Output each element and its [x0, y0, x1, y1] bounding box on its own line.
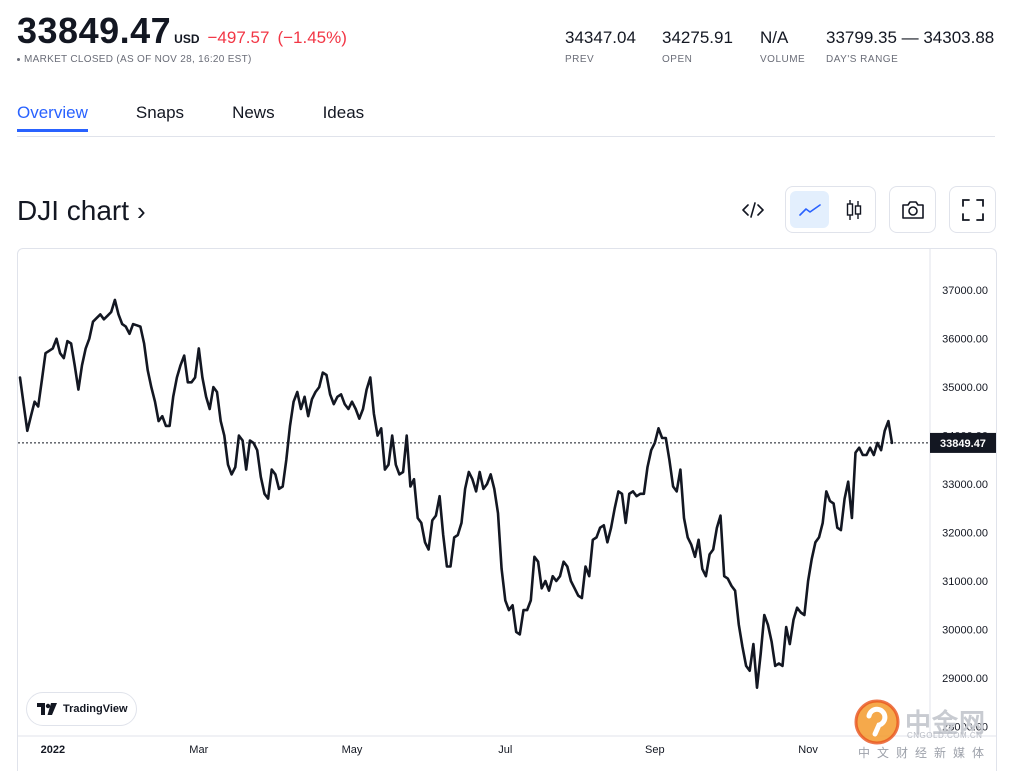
y-tick-label: 28000.00: [942, 721, 988, 733]
stat-open: 34275.91 OPEN: [662, 28, 733, 65]
tab-overview[interactable]: Overview: [17, 103, 88, 132]
quote-header: 33849.47 USD −497.57 (−1.45%) MARKET CLO…: [17, 10, 347, 65]
chart-title-link[interactable]: DJI chart ›: [17, 195, 146, 227]
price-change: −497.57: [207, 28, 270, 47]
y-tick-label: 37000.00: [942, 285, 988, 297]
price-chart[interactable]: 37000.0036000.0035000.0034000.0033000.00…: [18, 249, 997, 771]
price-change-percent: (−1.45%): [277, 28, 347, 47]
camera-icon: [901, 200, 924, 219]
tradingview-logo-icon: [37, 703, 57, 715]
fullscreen-icon: [961, 198, 984, 221]
x-tick-label: Jul: [498, 744, 512, 756]
tab-divider: [17, 136, 995, 137]
watermark-cn: 中金网: [905, 708, 987, 738]
stat-open-value: 34275.91: [662, 28, 733, 47]
y-tick-label: 36000.00: [942, 334, 988, 346]
stat-volume-label: VOLUME: [760, 54, 806, 65]
cngold-logo-icon: [854, 699, 900, 745]
stat-days-range-label: DAY'S RANGE: [826, 54, 899, 65]
y-tick-label: 35000.00: [942, 382, 988, 394]
market-status-text: MARKET CLOSED (AS OF NOV 28, 16:20 EST): [24, 54, 252, 65]
embed-code-button[interactable]: [733, 186, 773, 233]
x-tick-label: Sep: [645, 744, 665, 756]
stat-days-range-value: 33799.35 — 34303.88: [826, 28, 995, 47]
stat-volume-value: N/A: [760, 28, 789, 47]
stat-days-range: 33799.35 — 34303.88 DAY'S RANGE: [826, 28, 994, 65]
last-price-tag-label: 33849.47: [940, 438, 986, 450]
y-tick-label: 31000.00: [942, 576, 988, 588]
chart-style-toggle: [785, 186, 876, 233]
x-tick-label: May: [342, 744, 363, 756]
tradingview-label: TradingView: [63, 703, 128, 715]
last-price: 33849.47: [17, 10, 172, 51]
x-tick-label: Nov: [798, 744, 818, 756]
y-tick-label: 32000.00: [942, 528, 988, 540]
y-tick-label: 29000.00: [942, 673, 988, 685]
tab-bar: Overview Snaps News Ideas: [17, 103, 412, 132]
x-tick-label: 2022: [41, 744, 65, 756]
line-chart-icon: [798, 203, 821, 216]
chevron-right-icon: ›: [137, 196, 146, 226]
stat-open-label: OPEN: [662, 54, 693, 65]
chart-title: DJI chart: [17, 195, 130, 226]
y-tick-label: 30000.00: [942, 625, 988, 637]
tradingview-badge[interactable]: TradingView: [26, 692, 137, 726]
stat-prev: 34347.04 PREV: [565, 28, 636, 65]
y-tick-label: 33000.00: [942, 479, 988, 491]
currency-code: USD: [174, 32, 200, 46]
stat-prev-label: PREV: [565, 54, 595, 65]
series-line: [18, 298, 894, 689]
stat-prev-value: 34347.04: [565, 28, 636, 47]
status-dot-icon: [17, 57, 20, 61]
tab-snaps[interactable]: Snaps: [135, 103, 185, 122]
stat-volume: N/A VOLUME: [760, 28, 805, 65]
tab-news[interactable]: News: [232, 103, 275, 122]
line-style-button[interactable]: [790, 191, 829, 228]
last-price-tag: [930, 432, 996, 453]
embed-code-icon: [742, 201, 764, 218]
fullscreen-button[interactable]: [949, 186, 996, 233]
x-tick-label: Mar: [189, 744, 208, 756]
candlestick-icon: [846, 199, 861, 220]
watermark-sub: 中文财经新媒体: [858, 746, 992, 760]
snapshot-button[interactable]: [889, 186, 936, 233]
watermark-en: CNGOLD.COM.CN: [907, 731, 983, 740]
market-status: MARKET CLOSED (AS OF NOV 28, 16:20 EST): [17, 54, 347, 65]
candle-style-button[interactable]: [834, 191, 873, 228]
tab-ideas[interactable]: Ideas: [322, 103, 365, 122]
chart-frame: 37000.0036000.0035000.0034000.0033000.00…: [17, 248, 997, 771]
